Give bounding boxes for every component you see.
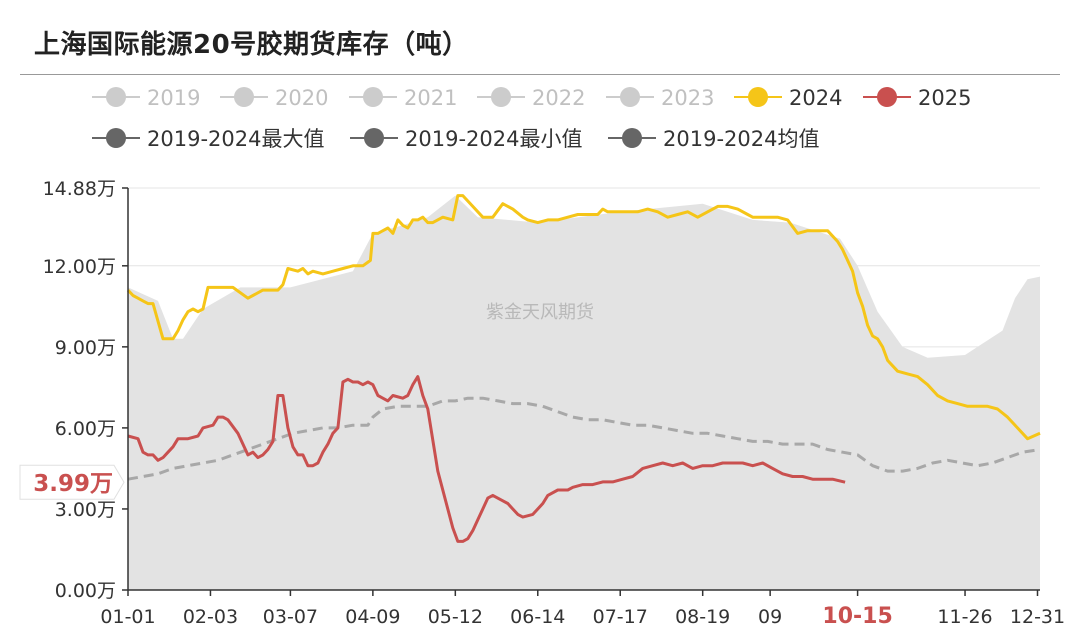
- legend-label[interactable]: 2023: [661, 86, 714, 110]
- x-tick-label: 08-19: [675, 606, 730, 628]
- x-tick-label: 03-07: [263, 606, 318, 628]
- series-line-mean: [127, 396, 1041, 481]
- legend-marker[interactable]: [364, 128, 384, 148]
- legend-marker[interactable]: [491, 87, 511, 107]
- max-min-area: [128, 195, 1040, 590]
- y-tick-label: 14.88万: [43, 178, 116, 200]
- x-tick-label: 06-14: [510, 606, 565, 628]
- watermark: 紫金天风期货: [486, 302, 594, 323]
- legend-marker[interactable]: [234, 87, 254, 107]
- series-line-2025: [127, 375, 846, 543]
- x-tick-label: 12-31: [1010, 606, 1065, 628]
- y-tick-label: 0.00万: [55, 580, 116, 602]
- legend-marker[interactable]: [748, 87, 768, 107]
- series-lines: [126, 194, 1041, 543]
- legend-label[interactable]: 2019-2024均值: [663, 127, 819, 151]
- y-tick-label: 12.00万: [43, 256, 116, 278]
- x-tick-label: 04-09: [345, 606, 400, 628]
- legend-marker[interactable]: [106, 87, 126, 107]
- legend-label[interactable]: 2019: [147, 86, 200, 110]
- legend: 2019 2020 2021 2022 2023 2024 2025 2019-2024最大值…: [92, 86, 971, 151]
- axes: 01-01 02-03 03-07 04-09 05-12 06-14 07-17 08-19…: [19, 187, 1065, 629]
- y-tick-label: 3.00万: [55, 499, 116, 521]
- legend-label[interactable]: 2022: [532, 86, 585, 110]
- x-tick-label: 07-17: [593, 606, 648, 628]
- current-value-label: 3.99万: [33, 471, 113, 497]
- page-title: 上海国际能源20号胶期货库存（吨）: [34, 30, 469, 60]
- legend-label[interactable]: 2025: [918, 86, 971, 110]
- series-line-2024: [126, 194, 1041, 441]
- legend-label[interactable]: 2019-2024最小值: [405, 127, 582, 151]
- legend-label[interactable]: 2020: [275, 86, 328, 110]
- y-tick-label: 6.00万: [55, 418, 116, 440]
- x-tick-label: 01-01: [100, 606, 155, 628]
- legend-marker[interactable]: [106, 128, 126, 148]
- legend-marker[interactable]: [363, 87, 383, 107]
- legend-marker[interactable]: [620, 87, 640, 107]
- legend-label[interactable]: 2019-2024最大值: [147, 127, 324, 151]
- x-tick-label: 11-26: [937, 606, 992, 628]
- legend-label[interactable]: 2024: [789, 86, 842, 110]
- legend-marker[interactable]: [877, 87, 897, 107]
- max-min-band: [128, 195, 1040, 590]
- legend-marker[interactable]: [622, 128, 642, 148]
- x-tick-label: 10-15: [822, 604, 892, 629]
- title-divider: [20, 74, 1060, 75]
- x-tick-label: 02-03: [183, 606, 238, 628]
- x-tick-label: 09: [758, 606, 782, 628]
- current-value-tag: [19, 464, 125, 500]
- legend-label[interactable]: 2021: [404, 86, 457, 110]
- x-tick-label: 05-12: [428, 606, 483, 628]
- y-tick-label: 9.00万: [55, 337, 116, 359]
